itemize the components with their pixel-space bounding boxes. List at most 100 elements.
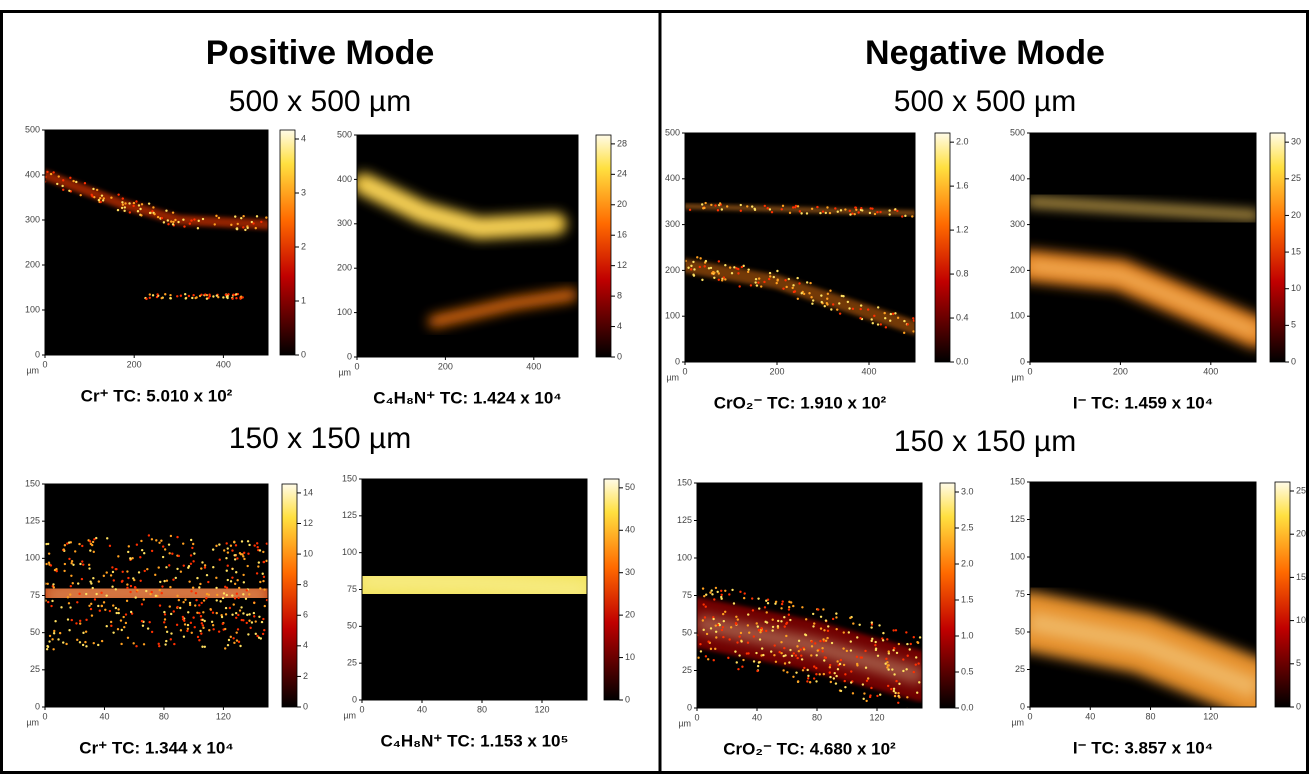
- speckle: [134, 586, 137, 589]
- speckle: [216, 593, 219, 597]
- speckle: [61, 184, 64, 188]
- speckle: [160, 539, 163, 542]
- speckle: [210, 620, 214, 624]
- speckle: [760, 626, 763, 630]
- colorbar-label: 0: [301, 349, 306, 359]
- speckle: [806, 668, 809, 672]
- speckle: [699, 257, 702, 260]
- y-tick-label: 100: [1010, 311, 1025, 321]
- speckle: [102, 197, 105, 200]
- speckle: [132, 642, 135, 645]
- colorbar-label: 16: [617, 230, 627, 240]
- speckle: [707, 267, 711, 270]
- speckle: [79, 622, 82, 625]
- speckle: [120, 580, 124, 583]
- speckle: [782, 654, 785, 658]
- speckle: [78, 592, 81, 596]
- speckle: [254, 226, 257, 230]
- speckle: [912, 319, 915, 322]
- speckle: [191, 296, 194, 300]
- speckle: [171, 552, 174, 555]
- y-tick-label: 300: [337, 218, 352, 228]
- speckle: [87, 563, 91, 567]
- colorbar-label: 10: [1296, 615, 1306, 625]
- speckle: [826, 629, 830, 633]
- speckle: [165, 579, 169, 582]
- speckle: [121, 570, 124, 573]
- speckle: [262, 560, 266, 564]
- speckle: [780, 607, 783, 610]
- speckle: [787, 608, 791, 611]
- colorbar-label: 50: [625, 482, 635, 492]
- speckle: [714, 586, 718, 590]
- speckle: [851, 212, 854, 215]
- speckle: [112, 631, 115, 634]
- y-tick-label: 100: [342, 547, 357, 557]
- speckle: [121, 201, 124, 204]
- speckle: [704, 259, 708, 263]
- speckle: [69, 593, 72, 596]
- speckle: [54, 620, 57, 623]
- speckle: [692, 274, 696, 277]
- speckle: [792, 604, 795, 608]
- speckle: [728, 593, 731, 596]
- speckle: [869, 694, 872, 697]
- speckle: [786, 671, 789, 674]
- speckle: [904, 214, 907, 218]
- x-tick-label: 0: [354, 361, 359, 371]
- speckle: [857, 211, 860, 214]
- speckle: [916, 691, 919, 694]
- speckle: [828, 663, 832, 667]
- speckle: [76, 601, 79, 604]
- speckle: [897, 642, 901, 646]
- speckle: [849, 213, 852, 216]
- speckle: [196, 635, 200, 639]
- speckle: [876, 694, 879, 698]
- speckle: [52, 583, 55, 586]
- speckle: [879, 210, 882, 214]
- speckle: [197, 219, 200, 223]
- speckle: [796, 645, 799, 648]
- speckle: [871, 637, 874, 641]
- speckle: [773, 654, 776, 657]
- speckle: [716, 270, 719, 273]
- speckle: [780, 602, 784, 606]
- plot-border: [44, 129, 269, 356]
- speckle: [720, 589, 723, 592]
- y-tick-label: 0: [675, 356, 680, 366]
- speckle: [170, 220, 173, 223]
- speckle: [888, 209, 891, 212]
- speckle: [810, 640, 814, 643]
- speckle: [800, 292, 803, 295]
- y-tick-label: 75: [347, 584, 357, 594]
- speckle: [816, 649, 819, 652]
- speckle: [260, 620, 264, 624]
- colorbar-label: 2: [303, 671, 308, 681]
- speckle: [909, 642, 912, 646]
- speckle: [898, 696, 901, 699]
- speckle: [839, 209, 843, 212]
- colorbar-label: 2: [301, 241, 306, 251]
- speckle: [866, 308, 870, 311]
- y-tick-label: 0: [35, 701, 40, 711]
- speckle: [136, 589, 139, 592]
- speckle: [750, 205, 754, 208]
- colorbar: [603, 478, 620, 701]
- speckle: [831, 303, 835, 306]
- speckle: [870, 686, 873, 690]
- speckle: [864, 649, 867, 653]
- speckle: [104, 608, 107, 611]
- speckle: [93, 195, 96, 199]
- speckle: [755, 622, 758, 625]
- speckle: [89, 580, 92, 583]
- speckle: [912, 330, 915, 333]
- speckle: [252, 222, 255, 225]
- speckle: [896, 316, 900, 320]
- speckle: [881, 639, 885, 642]
- speckle: [751, 609, 755, 612]
- speckle: [717, 272, 721, 275]
- speckle: [66, 596, 70, 599]
- speckle: [196, 576, 199, 580]
- y-tick-label: 200: [25, 259, 40, 269]
